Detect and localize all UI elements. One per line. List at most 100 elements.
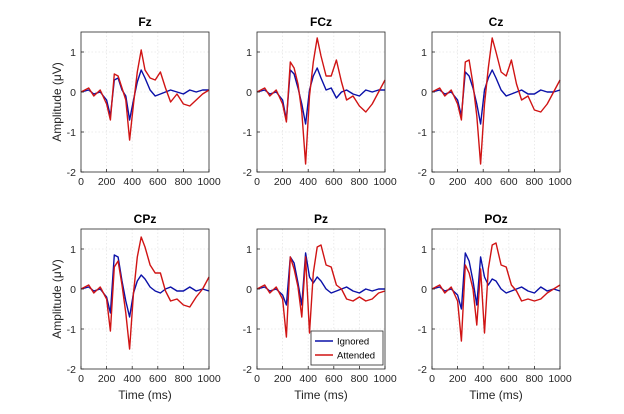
x-tick-label: 1000	[197, 176, 221, 188]
y-tick-label: -1	[243, 324, 252, 336]
panel-fcz: 0 200 400 600 800 1000 -2 -1 0 1 FCz	[243, 15, 397, 188]
panel-title: POz	[484, 212, 507, 226]
x-tick-label: 0	[429, 176, 435, 188]
panel-title: Cz	[489, 15, 504, 29]
x-tick-label: 0	[254, 373, 260, 385]
x-tick-label: 600	[500, 373, 518, 385]
panel-fz: 0 200 400 600 800 1000 -2 -1 0 1 Fz Amplitude (μV)	[50, 15, 221, 188]
x-tick-label: 600	[325, 176, 343, 188]
axes-frame	[256, 228, 386, 370]
y-tick-label: -1	[418, 324, 427, 336]
x-tick-label: 0	[78, 176, 84, 188]
axes-frame	[431, 31, 561, 173]
legend: Ignored Attended	[310, 330, 384, 366]
y-tick-label: 1	[421, 244, 427, 256]
x-tick-label: 1000	[373, 176, 397, 188]
axes-frame	[80, 228, 210, 370]
x-axis-label: Time (ms)	[469, 388, 523, 402]
x-tick-label: 1000	[373, 373, 397, 385]
x-tick-label: 0	[429, 373, 435, 385]
x-tick-label: 1000	[197, 373, 221, 385]
x-tick-label: 600	[149, 176, 167, 188]
series-line-ignored	[80, 254, 210, 318]
y-tick-label: -2	[243, 167, 252, 179]
series-line-attended	[80, 49, 210, 141]
grid	[81, 32, 209, 172]
x-tick-label: 600	[325, 373, 343, 385]
y-tick-label: -1	[243, 127, 252, 139]
x-tick-label: 400	[474, 176, 492, 188]
legend-label-ignored: Ignored	[337, 337, 369, 348]
series-line-attended	[431, 37, 561, 165]
panel-cz: 0 200 400 600 800 1000 -2 -1 0 1 Cz	[418, 15, 572, 188]
y-tick-label: -2	[418, 167, 427, 179]
x-tick-label: 400	[123, 373, 141, 385]
axes-frame	[256, 31, 386, 173]
x-axis-label: Time (ms)	[294, 388, 348, 402]
x-tick-label: 200	[274, 176, 292, 188]
grid	[81, 229, 209, 369]
y-tick-label: 1	[421, 47, 427, 59]
y-tick-label: 0	[70, 87, 76, 99]
x-tick-label: 800	[175, 373, 193, 385]
y-tick-label: 0	[70, 284, 76, 296]
x-tick-label: 1000	[548, 176, 572, 188]
legend-label-attended: Attended	[337, 351, 375, 362]
x-tick-label: 600	[149, 373, 167, 385]
panel-title: CPz	[134, 212, 157, 226]
x-tick-label: 200	[274, 373, 292, 385]
series-line-ignored	[431, 252, 561, 310]
y-tick-label: 0	[246, 284, 252, 296]
axes-frame	[80, 31, 210, 173]
y-tick-label: 1	[70, 244, 76, 256]
y-tick-label: -1	[418, 127, 427, 139]
axes-frame	[431, 228, 561, 370]
panel-cpz: 0 200 400 600 800 1000 -2 -1 0 1 CPz Amplitude (μV)…	[50, 212, 221, 402]
x-tick-label: 400	[123, 176, 141, 188]
y-tick-label: -2	[418, 364, 427, 376]
y-tick-label: -1	[67, 324, 76, 336]
x-tick-label: 600	[500, 176, 518, 188]
y-axis-label: Amplitude (μV)	[50, 62, 64, 142]
y-tick-label: 0	[421, 284, 427, 296]
panel-title: FCz	[310, 15, 332, 29]
x-tick-label: 1000	[548, 373, 572, 385]
series-line-attended	[80, 236, 210, 350]
x-tick-label: 800	[351, 176, 369, 188]
x-tick-label: 0	[254, 176, 260, 188]
x-tick-label: 400	[299, 373, 317, 385]
series-line-attended	[431, 242, 561, 342]
x-axis-label: Time (ms)	[118, 388, 172, 402]
series-line-attended	[256, 37, 386, 165]
x-tick-label: 800	[351, 373, 369, 385]
x-tick-label: 400	[474, 373, 492, 385]
legend-box	[310, 330, 384, 366]
x-tick-label: 200	[449, 373, 467, 385]
y-tick-label: 1	[70, 47, 76, 59]
x-tick-label: 800	[526, 176, 544, 188]
series-line-ignored	[431, 69, 561, 125]
panel-title: Fz	[138, 15, 151, 29]
series-line-ignored	[80, 69, 209, 121]
y-tick-label: 0	[421, 87, 427, 99]
y-tick-label: -2	[243, 364, 252, 376]
x-tick-label: 400	[299, 176, 317, 188]
y-tick-label: 0	[246, 87, 252, 99]
panel-pz: 0 200 400 600 800 1000 -2 -1 0 1 Pz Time (ms) Ignore…	[243, 212, 397, 402]
x-tick-label: 0	[78, 373, 84, 385]
x-tick-label: 200	[98, 373, 116, 385]
y-tick-label: 1	[246, 47, 252, 59]
series-line-attended	[256, 244, 386, 338]
series-line-ignored	[256, 252, 385, 306]
grid	[432, 229, 560, 369]
x-tick-label: 800	[175, 176, 193, 188]
x-tick-label: 200	[98, 176, 116, 188]
panel-poz: 0 200 400 600 800 1000 -2 -1 0 1 POz Time (ms)	[418, 212, 572, 402]
y-tick-label: -2	[67, 364, 76, 376]
y-tick-label: -1	[67, 127, 76, 139]
x-tick-label: 200	[449, 176, 467, 188]
y-tick-label: 1	[246, 244, 252, 256]
y-tick-label: -2	[67, 167, 76, 179]
y-axis-label: Amplitude (μV)	[50, 259, 64, 339]
